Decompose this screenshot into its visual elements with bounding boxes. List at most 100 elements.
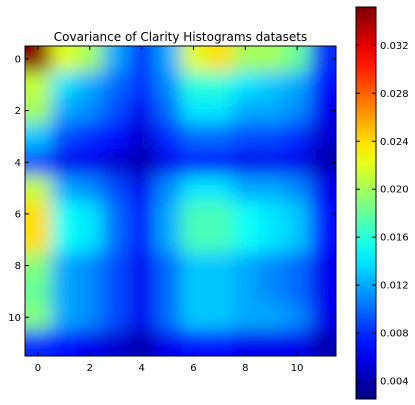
heatmap-cell [76, 123, 104, 150]
chart-title: Covariance of Clarity Histograms dataset… [54, 30, 307, 44]
heatmap-cell [284, 252, 311, 279]
heatmap-cell [206, 252, 233, 279]
heatmap-cell [310, 46, 336, 73]
heatmap-cell [310, 252, 336, 279]
x-tick-label: 4 [138, 363, 144, 374]
y-tick-label: 6 [15, 209, 21, 220]
heatmap-cell [50, 175, 78, 202]
heatmap-cell [310, 304, 336, 331]
heatmap-cell [284, 97, 311, 124]
heatmap-cell [76, 46, 104, 73]
heatmap-cell [206, 304, 233, 331]
heatmap-cell [284, 304, 311, 331]
heatmap-cell [25, 71, 52, 99]
heatmap-cell [180, 46, 207, 73]
heatmap-cell [25, 97, 52, 124]
heatmap-cell [232, 175, 259, 202]
heatmap-cell [76, 278, 104, 305]
heatmap-cell [206, 226, 233, 254]
heatmap-cell [102, 330, 130, 356]
heatmap-cell [50, 71, 78, 99]
x-tick-label: 6 [190, 363, 196, 374]
x-tick-label: 2 [87, 363, 93, 374]
colorbar-tick-label: 0.020 [380, 185, 409, 196]
heatmap-cell [284, 226, 311, 254]
heatmap-cell [310, 175, 336, 202]
y-tick-label: 2 [15, 106, 21, 117]
heatmap-cell [258, 175, 285, 202]
y-tick-label: 0 [15, 54, 21, 65]
colorbar-tick-label: 0.028 [380, 89, 409, 100]
heatmap-cell [258, 71, 285, 99]
plot-area: 0 2 4 6 8 10 0 2 4 6 8 10 [8, 45, 337, 374]
heatmap-cell [102, 201, 130, 228]
heatmap-cells [25, 46, 336, 356]
heatmap-cell [76, 304, 104, 331]
heatmap-cell [102, 304, 130, 331]
heatmap-cell [258, 330, 285, 356]
heatmap-cell [25, 149, 52, 176]
heatmap-cell [232, 71, 259, 99]
heatmap-cell [154, 97, 181, 124]
heatmap-cell [284, 71, 311, 99]
heatmap-cell [206, 123, 233, 150]
heatmap-cell [206, 71, 233, 99]
heatmap-cell [154, 330, 181, 356]
heatmap-cell [128, 123, 156, 150]
heatmap-cell [128, 330, 156, 356]
heatmap-cell [310, 278, 336, 305]
heatmap-cell [25, 330, 52, 356]
heatmap-cell [180, 97, 207, 124]
colorbar-tick-label: 0.004 [380, 377, 409, 388]
heatmap-cell [50, 278, 78, 305]
heatmap-cell [25, 304, 52, 331]
heatmap-cell [284, 201, 311, 228]
heatmap-cell [180, 226, 207, 254]
heatmap-cell [206, 330, 233, 356]
heatmap-cell [76, 201, 104, 228]
heatmap-cell [310, 149, 336, 176]
x-axis: 0 2 4 6 8 10 [35, 46, 303, 374]
heatmap-cell [258, 97, 285, 124]
heatmap-cell [76, 252, 104, 279]
heatmap-cell [128, 278, 156, 305]
x-tick-label: 8 [242, 363, 248, 374]
heatmap-cell [206, 201, 233, 228]
y-axis: 0 2 4 6 8 10 [8, 54, 336, 324]
heatmap-cell [258, 278, 285, 305]
heatmap-cell [258, 304, 285, 331]
heatmap-cell [102, 123, 130, 150]
heatmap-cell [258, 46, 285, 73]
heatmap-cell [102, 97, 130, 124]
heatmap-cell [50, 46, 78, 73]
heatmap-cell [25, 278, 52, 305]
heatmap-cell [180, 175, 207, 202]
heatmap-cell [154, 175, 181, 202]
heatmap-cell [206, 46, 233, 73]
heatmap-cell [25, 201, 52, 228]
y-tick-label: 10 [8, 313, 21, 324]
heatmap-cell [50, 330, 78, 356]
heatmap-cell [232, 304, 259, 331]
colorbar-tick-label: 0.024 [380, 137, 409, 148]
heatmap-cell [25, 123, 52, 150]
heatmap-cell [180, 201, 207, 228]
heatmap-cell [310, 330, 336, 356]
heatmap-cell [102, 46, 130, 73]
heatmap-cell [310, 123, 336, 150]
heatmap-cell [154, 201, 181, 228]
heatmap-cell [128, 226, 156, 254]
heatmap-cell [232, 226, 259, 254]
heatmap-cell [154, 71, 181, 99]
heatmap-cell [50, 226, 78, 254]
heatmap-cell [154, 149, 181, 176]
heatmap-cell [180, 252, 207, 279]
heatmap-cell [232, 123, 259, 150]
heatmap-cell [232, 201, 259, 228]
y-tick-label: 4 [15, 158, 21, 169]
colorbar-tick-label: 0.012 [380, 281, 409, 292]
heatmap-cell [206, 175, 233, 202]
heatmap-cell [284, 149, 311, 176]
heatmap-cell [310, 226, 336, 254]
heatmap-cell [102, 252, 130, 279]
